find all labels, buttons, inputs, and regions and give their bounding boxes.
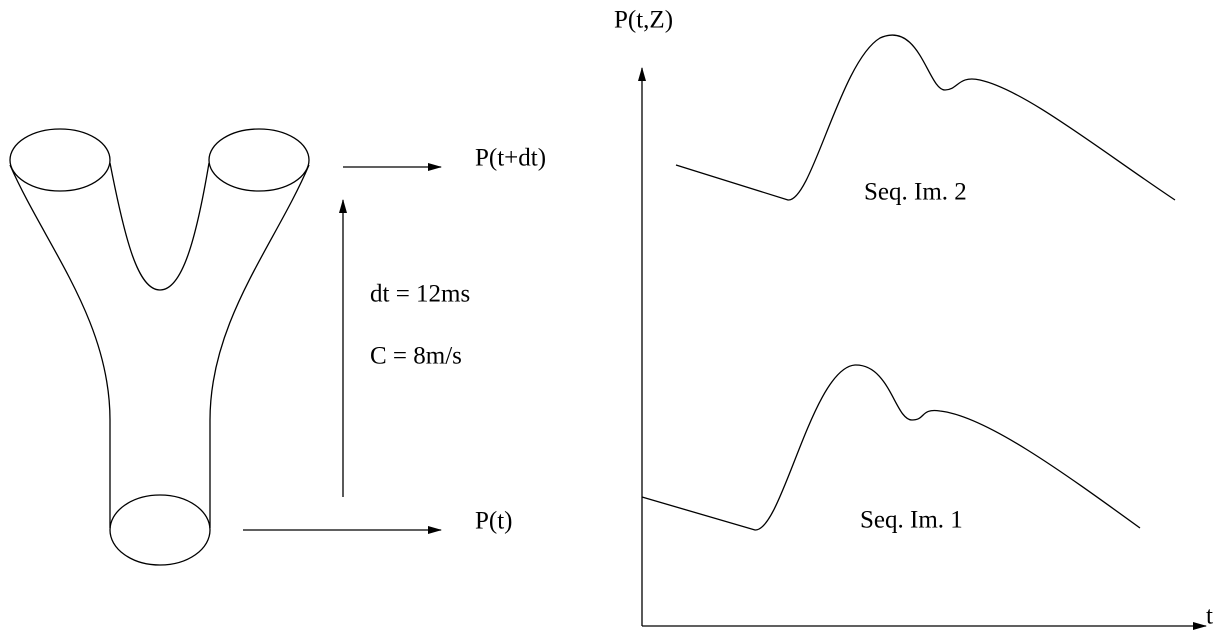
vessel (9, 128, 310, 566)
curve-lower-label: Seq. Im. 1 (860, 507, 963, 534)
vessel-left-outlet (9, 128, 111, 192)
vessel-outer-right (209, 164, 310, 528)
vessel-inlet (109, 494, 211, 566)
label-speed: C = 8m/s (370, 343, 462, 370)
label-top-output: P(t+dt) (475, 145, 546, 172)
vessel-outer-left (9, 164, 111, 528)
x-axis-label: t (1206, 603, 1213, 630)
curve-upper (675, 34, 1176, 201)
label-interval: dt = 12ms (370, 281, 470, 308)
curve-lower (641, 364, 1141, 531)
vessel-inner (109, 162, 210, 291)
curve-upper-label: Seq. Im. 2 (864, 179, 967, 206)
y-axis-label: P(t,Z) (614, 7, 673, 34)
vessel-right-outlet (208, 128, 310, 192)
label-bottom-input: P(t) (475, 508, 513, 535)
